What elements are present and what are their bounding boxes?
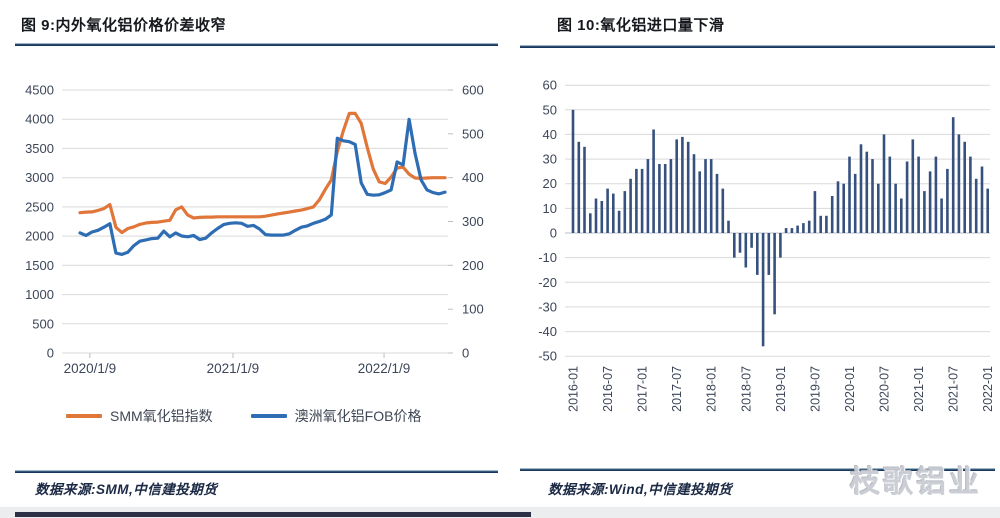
figure-9-source-rule — [15, 470, 498, 473]
svg-text:2017-01: 2017-01 — [636, 366, 650, 412]
svg-text:200: 200 — [462, 258, 484, 273]
figure-10-title-rule — [520, 45, 995, 48]
fob-line-swatch — [250, 414, 287, 418]
series-left — [78, 111, 447, 235]
svg-text:1500: 1500 — [25, 258, 54, 273]
svg-text:100: 100 — [462, 302, 484, 317]
x-labels: 2016-01 2016-07 2017-01 2017-07 2018-01 2018-… — [567, 366, 996, 412]
svg-text:2021-01: 2021-01 — [912, 366, 926, 412]
svg-text:40: 40 — [543, 127, 557, 142]
figure-9-legend: SMM氧化铝指数 澳洲氧化铝FOB价格 — [0, 406, 500, 426]
alumina-price-line-chart: 0 500 1000 1500 2000 2500 3000 3500 4000 4500 0 100… — [25, 83, 484, 377]
svg-text:30: 30 — [543, 152, 557, 167]
svg-text:2022-01: 2022-01 — [981, 366, 995, 412]
svg-text:4500: 4500 — [25, 83, 54, 98]
figure-9-title: 图 9:内外氧化铝价格价差收窄 — [21, 17, 227, 34]
svg-text:2018-01: 2018-01 — [705, 366, 719, 412]
legend-item-smm: SMM氧化铝指数 — [66, 406, 213, 426]
figure-10-source-rule — [520, 468, 995, 471]
svg-text:2017-07: 2017-07 — [670, 366, 684, 412]
svg-text:-30: -30 — [538, 299, 557, 314]
svg-text:4000: 4000 — [25, 112, 54, 127]
figure-10-panel: 图 10:氧化铝进口量下滑 60 50 40 30 20 10 0 -10 -20 -30 -40 -… — [500, 0, 1000, 518]
svg-text:2019-01: 2019-01 — [774, 366, 788, 412]
svg-text:2018-07: 2018-07 — [739, 366, 753, 412]
axis-labels: 60 50 40 30 20 10 0 -10 -20 -30 -40 -50 — [538, 78, 557, 364]
svg-text:-20: -20 — [538, 275, 557, 290]
figure-9-source: 数据来源:SMM,中信建投期货 — [35, 482, 218, 497]
svg-text:-50: -50 — [538, 349, 557, 364]
svg-text:300: 300 — [462, 214, 484, 229]
figure-9-title-rule — [15, 43, 498, 46]
svg-text:2500: 2500 — [25, 199, 54, 214]
svg-text:-40: -40 — [538, 324, 557, 339]
svg-text:500: 500 — [462, 126, 484, 141]
smm-line-label: SMM氧化铝指数 — [110, 408, 213, 424]
svg-text:60: 60 — [543, 78, 557, 93]
svg-text:2020-01: 2020-01 — [843, 366, 857, 412]
svg-text:2019-07: 2019-07 — [808, 366, 822, 412]
figure-10-source: 数据来源:Wind,中信建投期货 — [548, 482, 733, 497]
svg-text:2020/1/9: 2020/1/9 — [64, 361, 117, 376]
svg-text:3500: 3500 — [25, 141, 54, 156]
svg-text:2000: 2000 — [25, 229, 54, 244]
bottom-scroll-bar — [15, 512, 531, 517]
bars — [571, 109, 989, 347]
svg-text:2021/1/9: 2021/1/9 — [207, 361, 260, 376]
series-right — [78, 117, 447, 256]
svg-text:2016-01: 2016-01 — [567, 366, 581, 412]
watermark-text: 枝歌铝业 — [850, 466, 982, 499]
svg-text:-10: -10 — [538, 250, 557, 265]
svg-text:2021-07: 2021-07 — [947, 366, 961, 412]
fob-line-label: 澳洲氧化铝FOB价格 — [294, 408, 422, 424]
svg-text:600: 600 — [462, 83, 484, 98]
svg-text:2020-07: 2020-07 — [878, 366, 892, 412]
svg-text:0: 0 — [550, 226, 557, 241]
svg-text:0: 0 — [462, 346, 469, 361]
smm-line-swatch — [66, 414, 102, 418]
svg-text:0: 0 — [47, 346, 54, 361]
svg-text:1000: 1000 — [25, 287, 54, 302]
svg-text:20: 20 — [543, 176, 557, 191]
svg-text:2016-07: 2016-07 — [601, 366, 615, 412]
figure-9-panel: 图 9:内外氧化铝价格价差收窄 0 500 1000 1500 2000 2500 3000… — [0, 17, 500, 497]
svg-text:500: 500 — [32, 316, 54, 331]
svg-text:3000: 3000 — [25, 170, 54, 185]
svg-text:2022/1/9: 2022/1/9 — [358, 361, 411, 376]
gridlines — [62, 89, 453, 358]
axis-labels: 0 500 1000 1500 2000 2500 3000 3500 4000 4500 0 100… — [25, 83, 484, 377]
figure-10-title: 图 10:氧化铝进口量下滑 — [557, 17, 725, 34]
legend-item-fob: 澳洲氧化铝FOB价格 — [250, 406, 422, 426]
gridlines — [565, 84, 990, 357]
svg-text:10: 10 — [543, 201, 557, 216]
svg-text:400: 400 — [462, 170, 484, 185]
svg-text:50: 50 — [543, 102, 557, 117]
